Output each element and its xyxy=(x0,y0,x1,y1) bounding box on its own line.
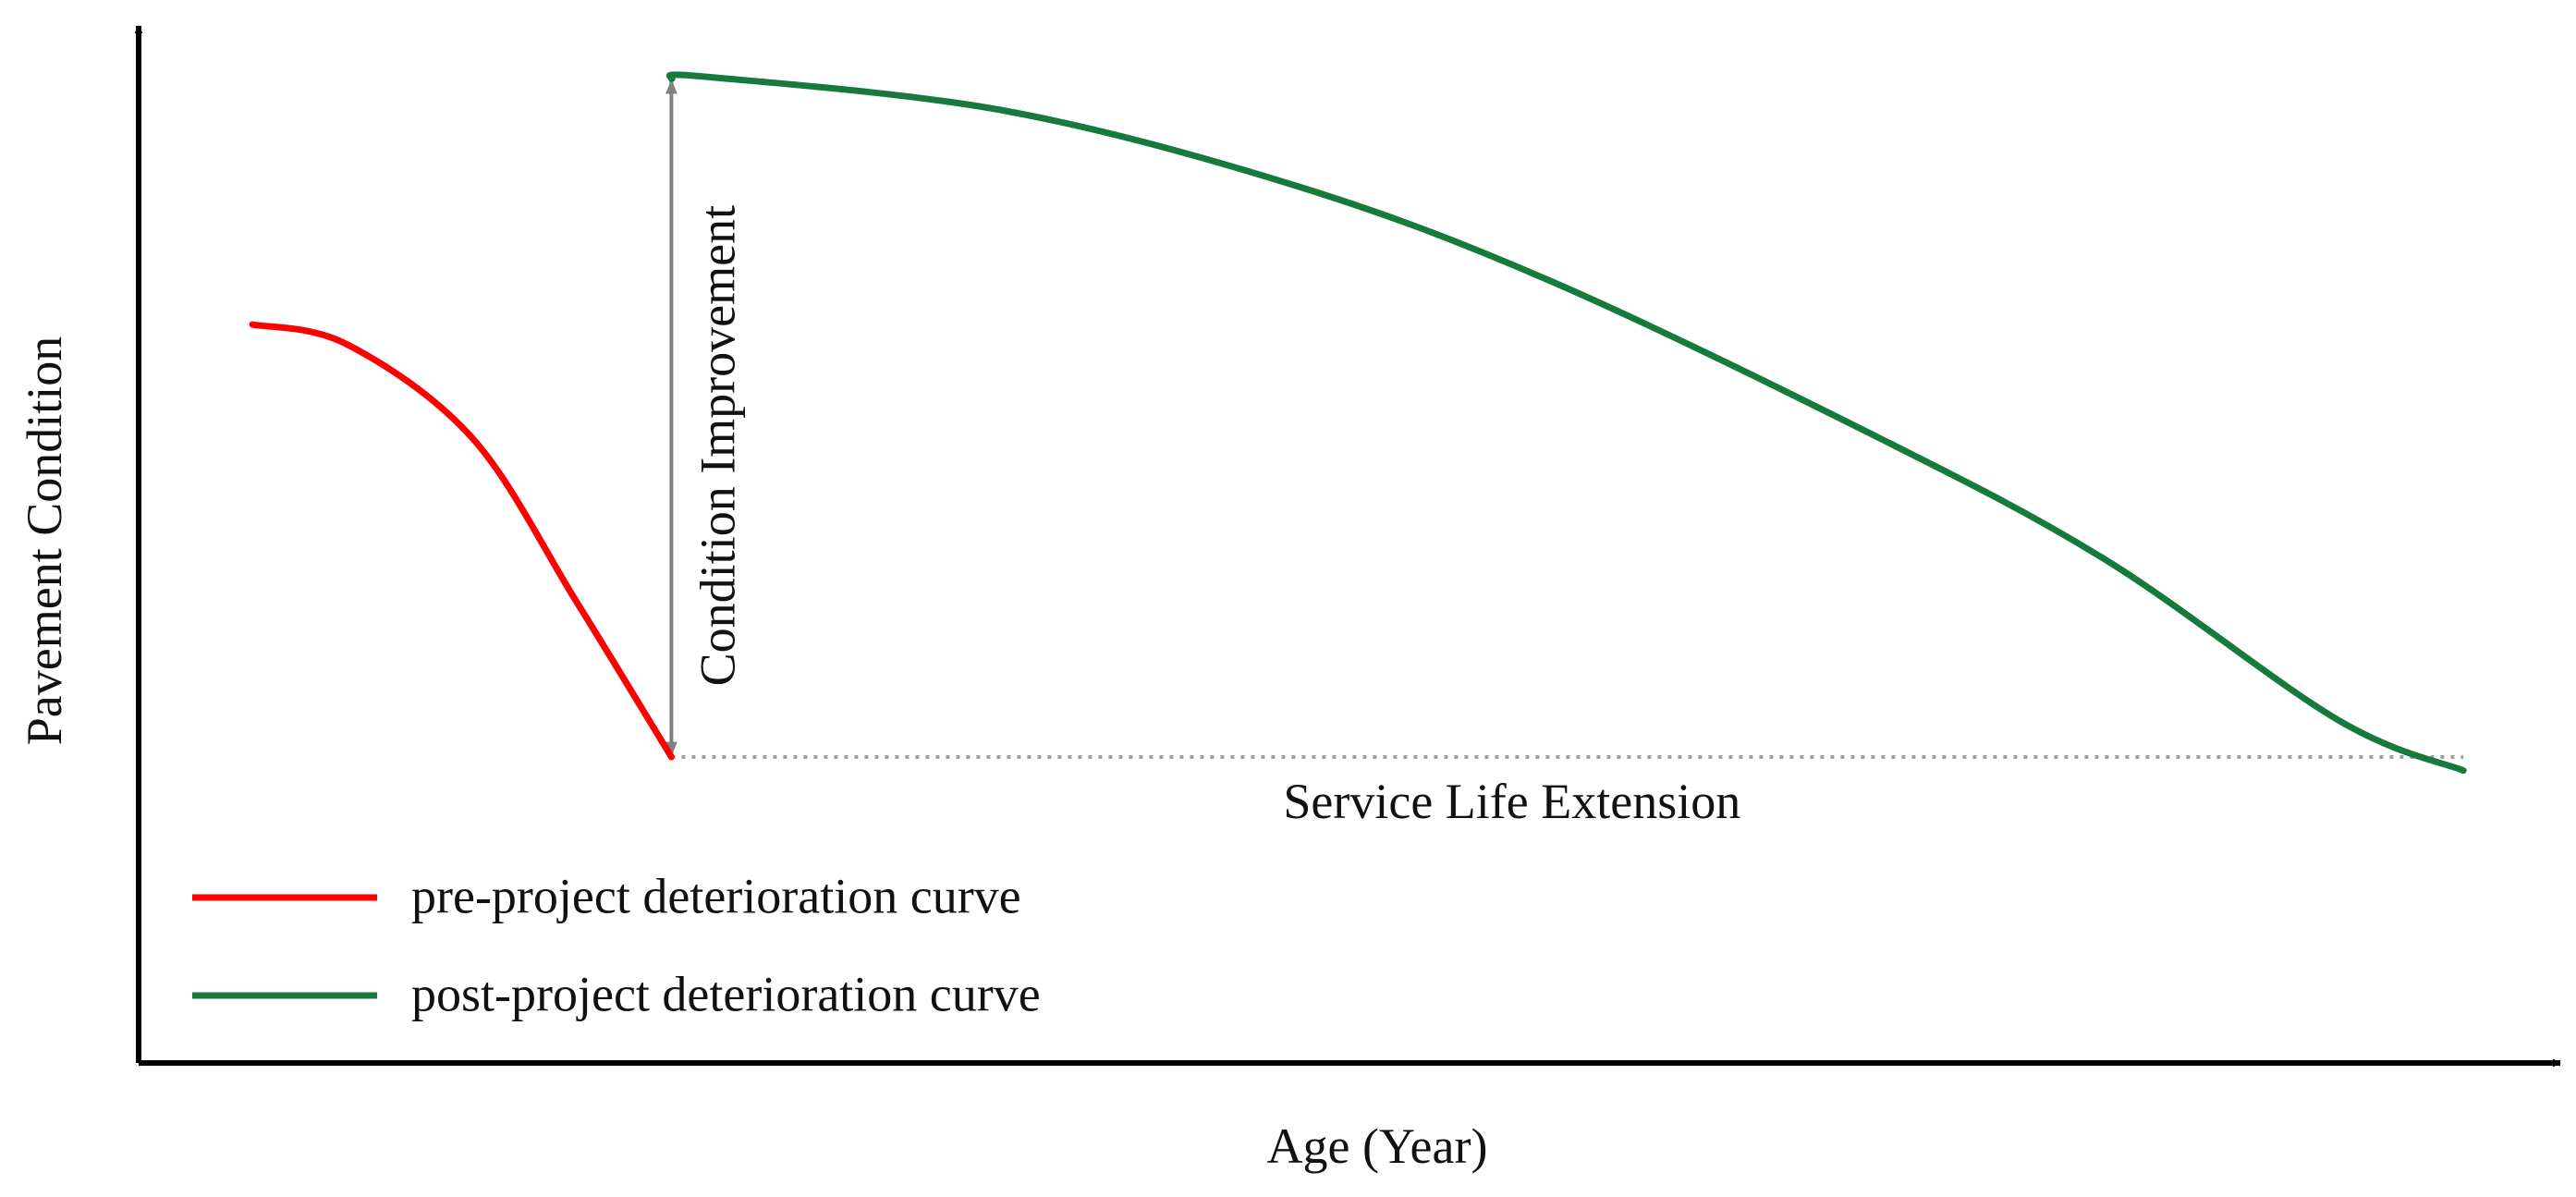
y-axis-label: Pavement Condition xyxy=(17,336,72,745)
x-axis-label: Age (Year) xyxy=(1267,1118,1488,1174)
legend-label-pre-project: pre-project deterioration curve xyxy=(411,868,1021,923)
pre-project-curve xyxy=(249,321,675,761)
condition-improvement-label: Condition Improvement xyxy=(690,205,745,686)
post-project-curve xyxy=(665,71,2467,775)
legend: pre-project deterioration curve post-pro… xyxy=(192,868,1041,1021)
service-life-extension-label: Service Life Extension xyxy=(1283,774,1740,829)
legend-label-post-project: post-project deterioration curve xyxy=(411,966,1041,1021)
